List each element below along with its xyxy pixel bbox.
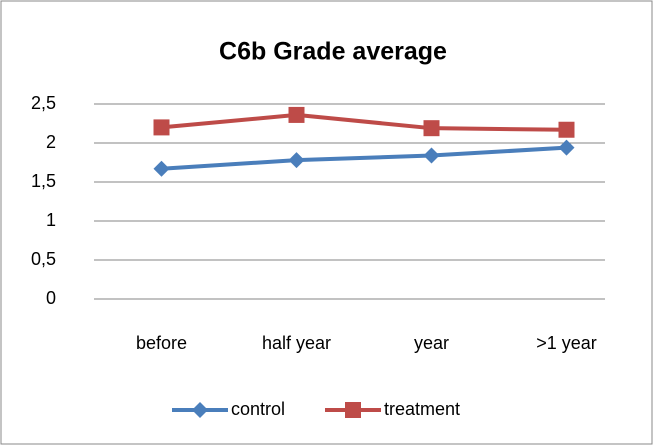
- y-tick-label: 0,5: [31, 249, 56, 269]
- legend-marker: [192, 402, 208, 418]
- y-tick-label: 0: [46, 288, 56, 308]
- x-tick-label: half year: [262, 333, 331, 353]
- legend-marker: [345, 402, 361, 418]
- data-point: [558, 121, 575, 138]
- legend-label: control: [231, 399, 285, 419]
- data-point: [423, 147, 440, 164]
- y-tick-label: 2: [46, 132, 56, 152]
- x-tick-label: >1 year: [536, 333, 597, 353]
- data-point: [288, 152, 305, 169]
- series-line: [161, 112, 567, 132]
- chart-title: C6b Grade average: [219, 38, 447, 66]
- data-point: [153, 160, 170, 177]
- y-tick-label: 2,5: [31, 93, 56, 113]
- x-tick-label: before: [136, 333, 187, 353]
- x-tick-label: year: [414, 333, 449, 353]
- data-point: [423, 120, 440, 137]
- data-point: [153, 119, 170, 136]
- series-line: [161, 145, 567, 171]
- y-tick-label: 1,5: [31, 171, 56, 191]
- data-point: [288, 106, 305, 123]
- y-tick-label: 1: [46, 210, 56, 230]
- legend-label: treatment: [384, 399, 460, 419]
- data-point: [558, 139, 575, 156]
